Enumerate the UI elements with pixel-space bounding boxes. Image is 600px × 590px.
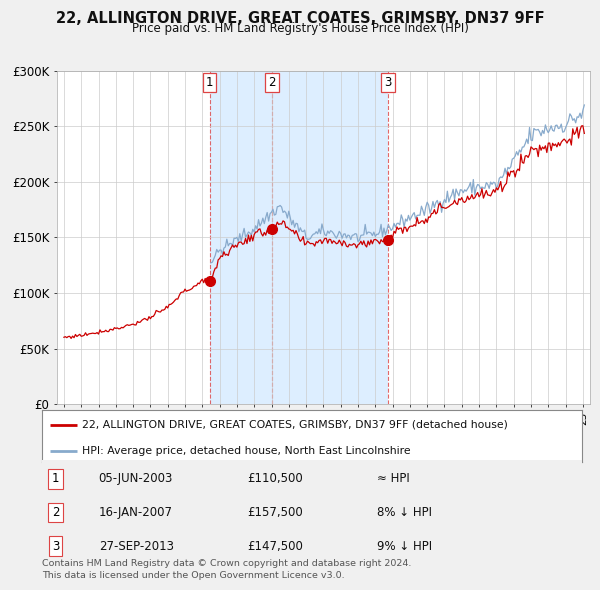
Text: 9% ↓ HPI: 9% ↓ HPI bbox=[377, 540, 432, 553]
Text: Contains HM Land Registry data © Crown copyright and database right 2024.: Contains HM Land Registry data © Crown c… bbox=[42, 559, 412, 568]
Text: 27-SEP-2013: 27-SEP-2013 bbox=[98, 540, 174, 553]
Text: 16-JAN-2007: 16-JAN-2007 bbox=[98, 506, 173, 519]
Text: 1: 1 bbox=[206, 76, 214, 89]
Bar bbox=[210, 71, 272, 404]
Text: Price paid vs. HM Land Registry's House Price Index (HPI): Price paid vs. HM Land Registry's House … bbox=[131, 22, 469, 35]
Text: HPI: Average price, detached house, North East Lincolnshire: HPI: Average price, detached house, Nort… bbox=[83, 445, 411, 455]
Text: £110,500: £110,500 bbox=[247, 473, 303, 486]
Text: ≈ HPI: ≈ HPI bbox=[377, 473, 410, 486]
Text: 22, ALLINGTON DRIVE, GREAT COATES, GRIMSBY, DN37 9FF (detached house): 22, ALLINGTON DRIVE, GREAT COATES, GRIMS… bbox=[83, 419, 508, 430]
Text: 8% ↓ HPI: 8% ↓ HPI bbox=[377, 506, 432, 519]
Text: 22, ALLINGTON DRIVE, GREAT COATES, GRIMSBY, DN37 9FF: 22, ALLINGTON DRIVE, GREAT COATES, GRIMS… bbox=[56, 11, 544, 25]
Text: 2: 2 bbox=[52, 506, 59, 519]
Text: £157,500: £157,500 bbox=[247, 506, 303, 519]
Text: 05-JUN-2003: 05-JUN-2003 bbox=[98, 473, 173, 486]
Text: 1: 1 bbox=[52, 473, 59, 486]
Text: 3: 3 bbox=[52, 540, 59, 553]
Text: 2: 2 bbox=[268, 76, 276, 89]
Bar bbox=[272, 71, 388, 404]
Text: £147,500: £147,500 bbox=[247, 540, 303, 553]
Text: 3: 3 bbox=[385, 76, 392, 89]
Text: This data is licensed under the Open Government Licence v3.0.: This data is licensed under the Open Gov… bbox=[42, 571, 344, 580]
